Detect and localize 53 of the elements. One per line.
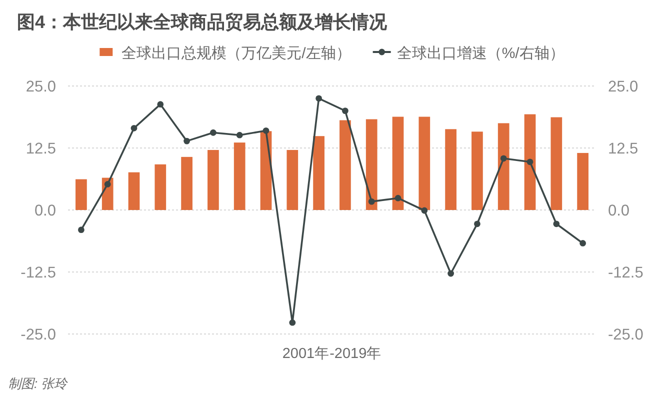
bar bbox=[208, 150, 219, 210]
bar bbox=[128, 172, 140, 210]
point bbox=[236, 132, 243, 138]
bar bbox=[392, 116, 404, 210]
bar bbox=[524, 114, 536, 210]
chart-title: 图4：本世纪以来全球商品贸易总额及增长情况 bbox=[17, 12, 388, 32]
point bbox=[526, 158, 534, 166]
point bbox=[78, 226, 84, 234]
legend-label: 全球出口总规模（万亿美元/左轴） bbox=[122, 45, 351, 62]
bar bbox=[286, 150, 298, 210]
point bbox=[289, 319, 296, 326]
bar bbox=[234, 142, 246, 210]
point bbox=[368, 198, 375, 205]
point bbox=[316, 95, 322, 102]
point bbox=[210, 129, 216, 136]
y-tick-label: -25.0 bbox=[20, 326, 56, 344]
bar bbox=[472, 132, 483, 210]
y-tick-label: 0.0 bbox=[34, 202, 56, 220]
y2-tick-label: 12.5 bbox=[608, 140, 638, 158]
bar bbox=[313, 136, 324, 210]
bar bbox=[498, 123, 510, 210]
text: 制图: 张玲 bbox=[8, 376, 68, 391]
legend-label: 全球出口增速（%/右轴） bbox=[396, 45, 564, 62]
bar bbox=[181, 156, 192, 210]
x-axis-title: 2001年-2019年 bbox=[282, 345, 382, 362]
bar bbox=[445, 129, 456, 210]
bar bbox=[577, 152, 588, 210]
point bbox=[342, 108, 348, 114]
point bbox=[474, 220, 480, 228]
y2-tick-label: 0.0 bbox=[608, 202, 630, 220]
y2-tick-label: -12.5 bbox=[608, 264, 644, 282]
point bbox=[184, 138, 190, 144]
y2-tick-label: 25.0 bbox=[608, 78, 639, 96]
point bbox=[157, 101, 164, 108]
point bbox=[448, 270, 454, 277]
point bbox=[104, 181, 111, 188]
point bbox=[580, 240, 586, 246]
point bbox=[394, 194, 402, 202]
point bbox=[262, 127, 270, 134]
point bbox=[421, 207, 428, 214]
y-tick-label: 12.5 bbox=[26, 140, 56, 158]
bar bbox=[76, 179, 87, 210]
y-tick-label: -12.5 bbox=[20, 264, 56, 282]
bar bbox=[154, 164, 166, 210]
y-tick-label: 25.0 bbox=[26, 78, 56, 96]
point bbox=[553, 220, 560, 228]
bar bbox=[550, 117, 562, 210]
bar bbox=[366, 119, 378, 210]
y2-tick-label: -25.0 bbox=[608, 326, 644, 344]
bar bbox=[340, 120, 351, 210]
point bbox=[130, 124, 138, 132]
point bbox=[500, 155, 507, 162]
bar bbox=[418, 116, 430, 210]
